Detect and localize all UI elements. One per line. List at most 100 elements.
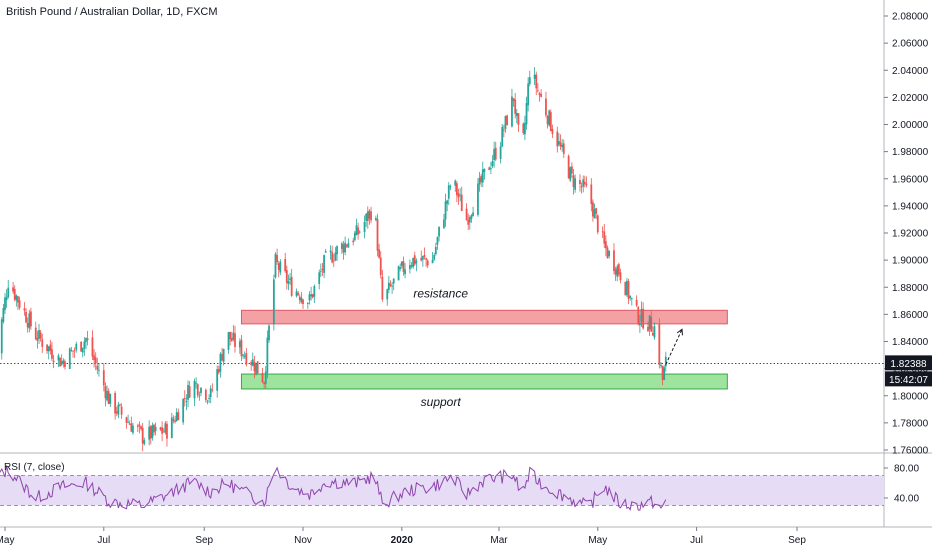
candle-body xyxy=(250,362,253,366)
support-label: support xyxy=(421,395,462,409)
candle-body xyxy=(306,302,309,304)
candle-body xyxy=(601,231,604,233)
candle-body xyxy=(515,113,518,117)
candle-body xyxy=(363,221,366,233)
rsi-tick-label: 40.00 xyxy=(894,494,919,505)
candle-body xyxy=(240,339,243,357)
candle-body xyxy=(551,128,554,134)
candle-body xyxy=(23,308,26,311)
price-tick-label: 1.80000 xyxy=(892,391,929,402)
candle-body xyxy=(331,252,334,263)
candle-body xyxy=(242,354,244,356)
candle-body xyxy=(221,354,223,361)
candle-body xyxy=(302,299,304,305)
candle-body xyxy=(438,226,440,237)
time-tick-label: Sep xyxy=(788,535,806,546)
candle-body xyxy=(616,266,619,277)
candle-body xyxy=(460,194,463,211)
candle-body xyxy=(125,417,128,423)
candle-body xyxy=(397,266,400,281)
candle-body xyxy=(590,184,593,204)
candle-body xyxy=(261,372,264,383)
candle-body xyxy=(528,77,531,85)
candle-body xyxy=(436,237,439,245)
last-price-badge xyxy=(885,355,932,371)
candle-body xyxy=(664,356,667,367)
candle-body xyxy=(567,155,570,179)
candle-body xyxy=(413,255,416,265)
candle-body xyxy=(96,365,99,370)
candle-body xyxy=(323,255,325,273)
candle-body xyxy=(86,338,89,340)
candle-body xyxy=(47,346,50,352)
candle-body xyxy=(64,361,66,368)
candle-body xyxy=(489,168,492,169)
candle-body xyxy=(467,219,470,225)
candle-body xyxy=(525,103,528,125)
candle-body xyxy=(447,185,450,199)
candle-body xyxy=(344,242,347,253)
candle-body xyxy=(366,211,369,221)
candle-body xyxy=(410,265,413,267)
rsi-tick-label: 80.00 xyxy=(894,464,919,475)
candle-body xyxy=(266,337,269,373)
candle-body xyxy=(533,74,536,79)
candle-body xyxy=(264,371,267,384)
candle-body xyxy=(365,213,368,221)
candle-body xyxy=(230,338,233,342)
candle-body xyxy=(376,219,379,251)
candle-body xyxy=(345,244,348,247)
candle-body xyxy=(154,426,157,432)
candle-body xyxy=(626,280,628,296)
candle-body xyxy=(298,296,301,301)
time-tick-label: May xyxy=(588,535,607,546)
candle-body xyxy=(62,360,65,364)
candle-body xyxy=(229,331,232,340)
candle-body xyxy=(635,299,638,306)
candle-body xyxy=(617,264,620,275)
candle-body xyxy=(423,254,426,257)
candle-body xyxy=(0,319,3,354)
price-tick-label: 2.08000 xyxy=(892,12,929,23)
candle-body xyxy=(268,325,270,341)
candle-body xyxy=(561,144,564,148)
time-tick-label: May xyxy=(0,535,14,546)
candle-body xyxy=(580,186,583,188)
candle-body xyxy=(558,140,560,145)
candle-body xyxy=(216,369,219,391)
candle-body xyxy=(219,353,222,372)
resistance-zone xyxy=(240,309,728,325)
candle-body xyxy=(478,177,481,185)
candle-body xyxy=(310,294,313,297)
price-tick-label: 1.78000 xyxy=(892,418,929,429)
candle-body xyxy=(39,332,42,339)
candle-body xyxy=(284,258,287,272)
candle-body xyxy=(60,361,63,365)
candle-body xyxy=(104,386,107,399)
candle-body xyxy=(592,202,594,217)
candle-body xyxy=(276,255,278,262)
candle-body xyxy=(502,129,505,131)
candle-body xyxy=(488,167,491,170)
candle-body xyxy=(595,208,598,214)
candle-body xyxy=(522,123,525,134)
candle-body xyxy=(613,250,615,272)
candle-body xyxy=(204,389,207,400)
countdown-badge xyxy=(885,371,932,387)
candle-body xyxy=(193,380,196,399)
candle-body xyxy=(449,186,452,188)
candle-body xyxy=(392,278,395,284)
candle-body xyxy=(138,424,141,426)
candle-body xyxy=(141,427,144,444)
candle-body xyxy=(272,279,275,325)
candle-body xyxy=(477,183,479,215)
candle-body xyxy=(279,261,282,273)
candle-body xyxy=(650,317,653,332)
candle-body xyxy=(170,417,173,438)
candle-body xyxy=(289,278,291,280)
candle-body xyxy=(107,390,110,404)
candle-body xyxy=(370,211,372,221)
support-zone xyxy=(240,373,728,390)
candle-body xyxy=(106,391,108,401)
candle-body xyxy=(420,257,423,261)
